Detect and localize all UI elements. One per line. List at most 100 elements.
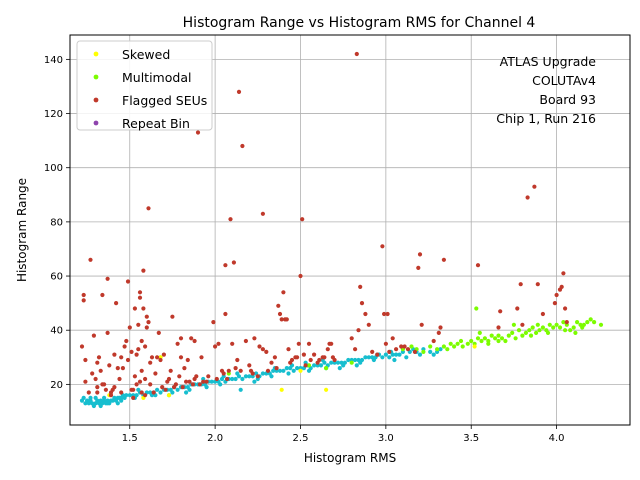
data-point [390, 336, 395, 341]
data-point [223, 311, 228, 317]
data-point [496, 333, 501, 338]
data-point [353, 357, 358, 363]
data-point [436, 330, 441, 335]
data-point [96, 355, 102, 360]
annotation-line: Board 93 [539, 92, 596, 107]
data-point [563, 328, 568, 333]
data-point [337, 366, 342, 371]
y-tick-label: 20 [50, 380, 63, 391]
y-tick-label: 140 [44, 55, 63, 66]
data-point [387, 349, 392, 354]
data-point [295, 355, 300, 360]
data-point [530, 325, 535, 330]
data-point [380, 244, 385, 249]
data-point [441, 344, 446, 349]
data-point [190, 382, 195, 387]
data-point [366, 322, 371, 327]
data-point [518, 282, 523, 287]
data-point [441, 257, 446, 262]
data-point [86, 390, 91, 395]
data-point [568, 328, 573, 333]
data-point [144, 325, 149, 330]
data-point [149, 355, 155, 360]
data-point [592, 320, 597, 325]
data-point [510, 330, 515, 335]
data-point [206, 374, 211, 379]
data-point [187, 379, 192, 384]
data-point [148, 360, 153, 365]
data-point [320, 355, 325, 360]
data-point [95, 360, 100, 365]
data-point [132, 306, 137, 311]
data-point [243, 374, 248, 379]
data-point [288, 360, 293, 365]
data-point [240, 143, 245, 149]
data-point [93, 376, 98, 382]
x-tick-label: 1.5 [122, 433, 138, 444]
data-point [166, 393, 172, 398]
data-point [392, 357, 397, 363]
y-tick-label: 100 [44, 163, 63, 174]
data-point [146, 206, 151, 211]
data-point [371, 357, 376, 363]
data-point [318, 363, 324, 368]
data-point [79, 344, 85, 349]
data-point [216, 341, 221, 346]
data-point [580, 325, 585, 330]
data-point [98, 403, 103, 409]
data-point [160, 385, 165, 390]
data-point [236, 89, 242, 94]
data-point [252, 336, 257, 341]
data-point [139, 338, 144, 344]
data-point [554, 292, 559, 298]
data-point [120, 366, 125, 371]
data-point [182, 366, 187, 371]
x-axis-label: Histogram RMS [304, 451, 396, 465]
data-point [349, 360, 354, 365]
data-point [166, 376, 172, 382]
data-point [284, 366, 289, 371]
data-point [238, 368, 243, 373]
data-point [573, 330, 578, 335]
data-point [475, 336, 481, 341]
y-tick-label: 120 [44, 109, 63, 120]
data-point [260, 347, 265, 352]
data-point [493, 336, 498, 341]
annotation-block: ATLAS Upgrade COLUTAv4 Board 93 Chip 1, Run… [496, 54, 596, 126]
data-point [431, 338, 436, 344]
data-point [219, 368, 225, 373]
data-point [213, 344, 218, 349]
x-tick-label: 2.0 [207, 433, 223, 444]
data-point [233, 376, 238, 382]
data-point [404, 355, 409, 360]
data-point [107, 363, 112, 368]
data-point [399, 344, 404, 349]
data-point [535, 322, 540, 327]
data-point [119, 390, 124, 395]
data-point [161, 352, 166, 357]
data-point [353, 347, 358, 352]
data-point [240, 376, 245, 382]
data-point [303, 363, 308, 368]
data-point [551, 325, 556, 330]
data-point [394, 347, 399, 352]
data-point [296, 341, 301, 346]
data-point [306, 368, 312, 373]
data-point [286, 347, 291, 352]
legend-marker [93, 74, 99, 80]
data-point [561, 271, 566, 276]
data-point [136, 322, 141, 327]
data-point [370, 349, 375, 354]
data-point [225, 376, 230, 382]
data-point [115, 366, 120, 371]
data-point [298, 368, 303, 373]
data-point [499, 336, 505, 341]
data-point [349, 336, 354, 341]
data-point [477, 330, 482, 335]
data-point [312, 363, 317, 368]
data-point [180, 385, 185, 390]
data-point [281, 368, 286, 373]
data-point [230, 376, 235, 382]
data-point [91, 333, 96, 338]
